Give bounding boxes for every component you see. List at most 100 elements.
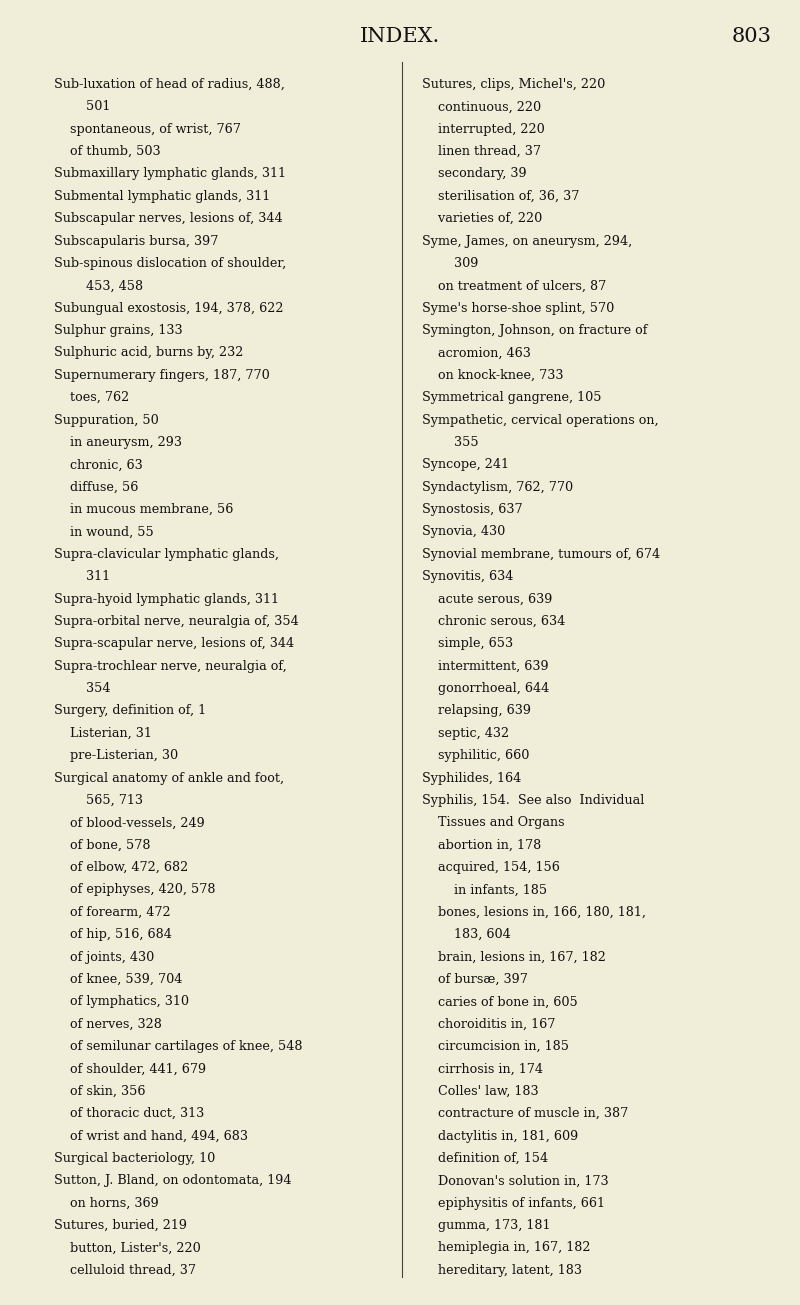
Text: in wound, 55: in wound, 55 <box>54 526 154 539</box>
Text: 803: 803 <box>732 27 772 46</box>
Text: varieties of, 220: varieties of, 220 <box>422 213 542 226</box>
Text: intermittent, 639: intermittent, 639 <box>422 660 549 672</box>
Text: 355: 355 <box>422 436 479 449</box>
Text: cirrhosis in, 174: cirrhosis in, 174 <box>422 1062 543 1075</box>
Text: Supernumerary fingers, 187, 770: Supernumerary fingers, 187, 770 <box>54 369 270 382</box>
Text: 565, 713: 565, 713 <box>54 793 143 806</box>
Text: Syncope, 241: Syncope, 241 <box>422 458 510 471</box>
Text: 453, 458: 453, 458 <box>54 279 143 292</box>
Text: Supra-hyoid lymphatic glands, 311: Supra-hyoid lymphatic glands, 311 <box>54 592 279 606</box>
Text: 309: 309 <box>422 257 478 270</box>
Text: of epiphyses, 420, 578: of epiphyses, 420, 578 <box>54 883 216 897</box>
Text: brain, lesions in, 167, 182: brain, lesions in, 167, 182 <box>422 950 606 963</box>
Text: Surgery, definition of, 1: Surgery, definition of, 1 <box>54 705 206 718</box>
Text: Syphilis, 154.  See also  Individual: Syphilis, 154. See also Individual <box>422 793 645 806</box>
Text: Sutton, J. Bland, on odontomata, 194: Sutton, J. Bland, on odontomata, 194 <box>54 1174 292 1188</box>
Text: in infants, 185: in infants, 185 <box>422 883 547 897</box>
Text: in mucous membrane, 56: in mucous membrane, 56 <box>54 504 234 515</box>
Text: of elbow, 472, 682: of elbow, 472, 682 <box>54 861 189 874</box>
Text: secondary, 39: secondary, 39 <box>422 167 527 180</box>
Text: definition of, 154: definition of, 154 <box>422 1152 549 1165</box>
Text: Synovia, 430: Synovia, 430 <box>422 526 506 539</box>
Text: Submaxillary lymphatic glands, 311: Submaxillary lymphatic glands, 311 <box>54 167 286 180</box>
Text: of knee, 539, 704: of knee, 539, 704 <box>54 974 182 987</box>
Text: bones, lesions in, 166, 180, 181,: bones, lesions in, 166, 180, 181, <box>422 906 646 919</box>
Text: pre-Listerian, 30: pre-Listerian, 30 <box>54 749 178 762</box>
Text: epiphysitis of infants, 661: epiphysitis of infants, 661 <box>422 1197 606 1210</box>
Text: of forearm, 472: of forearm, 472 <box>54 906 171 919</box>
Text: 183, 604: 183, 604 <box>422 928 511 941</box>
Text: acromion, 463: acromion, 463 <box>422 347 531 359</box>
Text: 354: 354 <box>54 683 111 696</box>
Text: gonorrhoeal, 644: gonorrhoeal, 644 <box>422 683 550 696</box>
Text: on horns, 369: on horns, 369 <box>54 1197 159 1210</box>
Text: chronic, 63: chronic, 63 <box>54 458 143 471</box>
Text: diffuse, 56: diffuse, 56 <box>54 480 138 493</box>
Text: contracture of muscle in, 387: contracture of muscle in, 387 <box>422 1107 629 1120</box>
Text: Sutures, buried, 219: Sutures, buried, 219 <box>54 1219 187 1232</box>
Text: spontaneous, of wrist, 767: spontaneous, of wrist, 767 <box>54 123 242 136</box>
Text: sterilisation of, 36, 37: sterilisation of, 36, 37 <box>422 189 580 202</box>
Text: caries of bone in, 605: caries of bone in, 605 <box>422 996 578 1009</box>
Text: of lymphatics, 310: of lymphatics, 310 <box>54 996 190 1009</box>
Text: hemiplegia in, 167, 182: hemiplegia in, 167, 182 <box>422 1241 591 1254</box>
Text: dactylitis in, 181, 609: dactylitis in, 181, 609 <box>422 1130 578 1143</box>
Text: 501: 501 <box>54 100 110 114</box>
Text: syphilitic, 660: syphilitic, 660 <box>422 749 530 762</box>
Text: Subscapularis bursa, 397: Subscapularis bursa, 397 <box>54 235 218 248</box>
Text: Syme, James, on aneurysm, 294,: Syme, James, on aneurysm, 294, <box>422 235 633 248</box>
Text: Suppuration, 50: Suppuration, 50 <box>54 414 159 427</box>
Text: of semilunar cartilages of knee, 548: of semilunar cartilages of knee, 548 <box>54 1040 303 1053</box>
Text: of wrist and hand, 494, 683: of wrist and hand, 494, 683 <box>54 1130 248 1143</box>
Text: Sulphuric acid, burns by, 232: Sulphuric acid, burns by, 232 <box>54 347 244 359</box>
Text: linen thread, 37: linen thread, 37 <box>422 145 542 158</box>
Text: of joints, 430: of joints, 430 <box>54 950 154 963</box>
Text: septic, 432: septic, 432 <box>422 727 510 740</box>
Text: hereditary, latent, 183: hereditary, latent, 183 <box>422 1263 582 1276</box>
Text: on treatment of ulcers, 87: on treatment of ulcers, 87 <box>422 279 606 292</box>
Text: Surgical bacteriology, 10: Surgical bacteriology, 10 <box>54 1152 216 1165</box>
Text: Tissues and Organs: Tissues and Organs <box>422 817 565 830</box>
Text: Submental lymphatic glands, 311: Submental lymphatic glands, 311 <box>54 189 270 202</box>
Text: acquired, 154, 156: acquired, 154, 156 <box>422 861 560 874</box>
Text: Donovan's solution in, 173: Donovan's solution in, 173 <box>422 1174 609 1188</box>
Text: of thoracic duct, 313: of thoracic duct, 313 <box>54 1107 205 1120</box>
Text: relapsing, 639: relapsing, 639 <box>422 705 531 718</box>
Text: Surgical anatomy of ankle and foot,: Surgical anatomy of ankle and foot, <box>54 771 285 784</box>
Text: Supra-orbital nerve, neuralgia of, 354: Supra-orbital nerve, neuralgia of, 354 <box>54 615 299 628</box>
Text: Supra-clavicular lymphatic glands,: Supra-clavicular lymphatic glands, <box>54 548 279 561</box>
Text: Synovitis, 634: Synovitis, 634 <box>422 570 514 583</box>
Text: circumcision in, 185: circumcision in, 185 <box>422 1040 570 1053</box>
Text: of thumb, 503: of thumb, 503 <box>54 145 161 158</box>
Text: button, Lister's, 220: button, Lister's, 220 <box>54 1241 201 1254</box>
Text: gumma, 173, 181: gumma, 173, 181 <box>422 1219 551 1232</box>
Text: Symington, Johnson, on fracture of: Symington, Johnson, on fracture of <box>422 324 648 337</box>
Text: Listerian, 31: Listerian, 31 <box>54 727 152 740</box>
Text: Supra-scapular nerve, lesions of, 344: Supra-scapular nerve, lesions of, 344 <box>54 637 294 650</box>
Text: Sympathetic, cervical operations on,: Sympathetic, cervical operations on, <box>422 414 659 427</box>
Text: of hip, 516, 684: of hip, 516, 684 <box>54 928 172 941</box>
Text: Symmetrical gangrene, 105: Symmetrical gangrene, 105 <box>422 392 602 405</box>
Text: INDEX.: INDEX. <box>360 27 440 46</box>
Text: Subscapular nerves, lesions of, 344: Subscapular nerves, lesions of, 344 <box>54 213 283 226</box>
Text: Sub-spinous dislocation of shoulder,: Sub-spinous dislocation of shoulder, <box>54 257 286 270</box>
Text: Synostosis, 637: Synostosis, 637 <box>422 504 523 515</box>
Text: continuous, 220: continuous, 220 <box>422 100 542 114</box>
Text: toes, 762: toes, 762 <box>54 392 130 405</box>
Text: in aneurysm, 293: in aneurysm, 293 <box>54 436 182 449</box>
Text: Synovial membrane, tumours of, 674: Synovial membrane, tumours of, 674 <box>422 548 661 561</box>
Text: Syphilides, 164: Syphilides, 164 <box>422 771 522 784</box>
Text: Subungual exostosis, 194, 378, 622: Subungual exostosis, 194, 378, 622 <box>54 301 284 315</box>
Text: of bone, 578: of bone, 578 <box>54 839 151 852</box>
Text: of shoulder, 441, 679: of shoulder, 441, 679 <box>54 1062 206 1075</box>
Text: of bursæ, 397: of bursæ, 397 <box>422 974 528 987</box>
Text: chronic serous, 634: chronic serous, 634 <box>422 615 566 628</box>
Text: celluloid thread, 37: celluloid thread, 37 <box>54 1263 197 1276</box>
Text: choroiditis in, 167: choroiditis in, 167 <box>422 1018 556 1031</box>
Text: of nerves, 328: of nerves, 328 <box>54 1018 162 1031</box>
Text: Sub-luxation of head of radius, 488,: Sub-luxation of head of radius, 488, <box>54 78 286 91</box>
Text: Supra-trochlear nerve, neuralgia of,: Supra-trochlear nerve, neuralgia of, <box>54 660 287 672</box>
Text: simple, 653: simple, 653 <box>422 637 514 650</box>
Text: Syndactylism, 762, 770: Syndactylism, 762, 770 <box>422 480 574 493</box>
Text: of blood-vessels, 249: of blood-vessels, 249 <box>54 817 205 830</box>
